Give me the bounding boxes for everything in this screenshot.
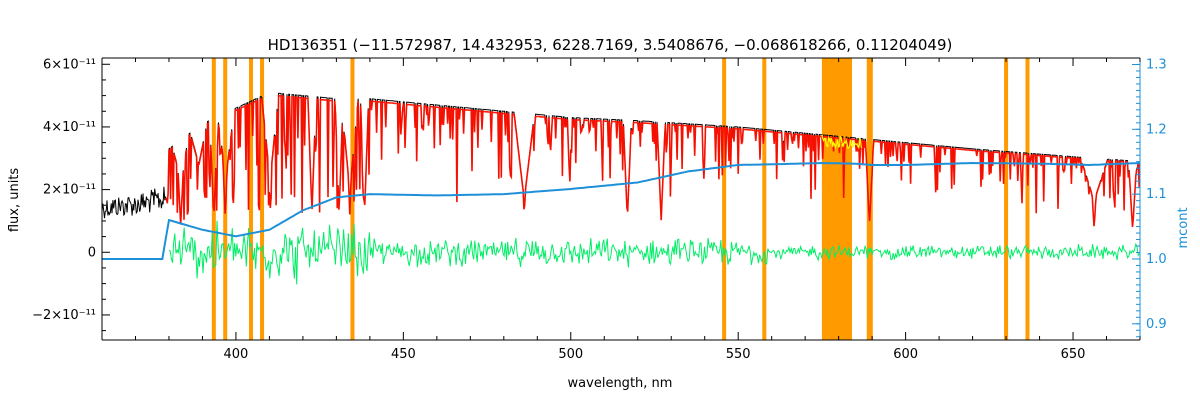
- residuals-line: [168, 220, 1140, 285]
- x-axis-label: wavelength, nm: [568, 376, 673, 391]
- x-tick-label: 500: [558, 347, 583, 362]
- y2-tick-label: 0.9: [1146, 317, 1167, 332]
- y2-tick-label: 1.1: [1146, 187, 1167, 202]
- y-tick-label: 4×10⁻¹¹: [43, 120, 96, 135]
- x-tick-label: 600: [893, 347, 918, 362]
- continuum-multiplier-line: [102, 161, 1140, 260]
- chart-title: HD136351 (−11.572987, 14.432953, 6228.71…: [268, 36, 953, 54]
- model-fit-line: [164, 94, 1140, 227]
- masked-line: [260, 58, 265, 340]
- y-tick-label: −2×10⁻¹¹: [32, 308, 96, 323]
- masked-line: [249, 58, 254, 340]
- masked-model-line: [821, 134, 863, 150]
- y-tick-label: 6×10⁻¹¹: [43, 57, 96, 72]
- y-tick-label: 0: [88, 245, 96, 260]
- y2-tick-label: 1.2: [1146, 122, 1167, 137]
- masked-line: [762, 58, 767, 340]
- x-tick-label: 450: [391, 347, 416, 362]
- masked-line: [211, 58, 216, 340]
- masked-band: [821, 58, 853, 340]
- y-tick-label: 2×10⁻¹¹: [43, 183, 96, 198]
- masked-line: [1004, 58, 1009, 340]
- spectra-group: [102, 92, 1140, 285]
- x-tick-label: 400: [224, 347, 249, 362]
- x-tick-label: 550: [726, 347, 751, 362]
- y2-tick-label: 1.3: [1146, 57, 1167, 72]
- observed-spectrum-line: [102, 92, 1140, 227]
- x-tick-label: 650: [1061, 347, 1086, 362]
- axes: 400 450 500 550 600 650 −2×10⁻¹¹ 0 2×10⁻¹¹ 4×10⁻¹…: [32, 57, 1167, 362]
- masked-line: [350, 58, 355, 340]
- masked-line: [722, 58, 727, 340]
- masked-line: [1025, 58, 1030, 340]
- y2-axis-label: mcont: [1176, 207, 1191, 248]
- y-axis-label: flux, units: [7, 168, 22, 233]
- y2-tick-label: 1.0: [1146, 252, 1167, 267]
